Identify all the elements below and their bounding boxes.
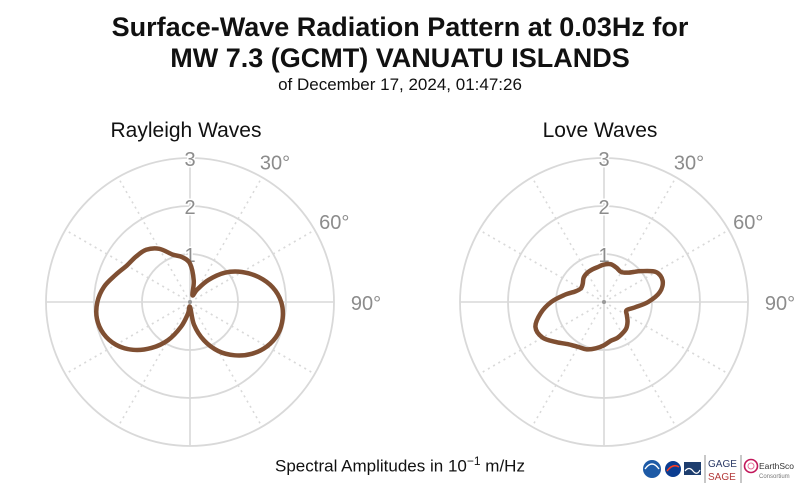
rayleigh-radiation-pattern-line (94, 246, 286, 358)
love-angular-gridline (603, 301, 730, 375)
rayleigh-angular-gridline (189, 176, 263, 303)
love-theta-tick-label: 90° (765, 293, 795, 315)
nsf-logo (643, 460, 661, 478)
love-center-dot (602, 300, 606, 304)
love-angular-gridline (603, 176, 677, 303)
love-radial-ring (459, 157, 749, 447)
rayleigh-angular-gridline (189, 301, 316, 375)
love-angular-gridline (531, 301, 605, 428)
love-panel-title: Love Waves (543, 119, 658, 142)
footer-suffix: m/Hz (485, 456, 525, 476)
earthscope-logo-text: EarthScope (759, 461, 794, 471)
footer-prefix: Spectral Amplitudes in (275, 456, 444, 476)
nasa-logo (665, 461, 681, 477)
love-theta-tick-label: 60° (733, 212, 763, 234)
love-angular-gridline (603, 229, 730, 303)
love-r-tick-label: 3 (598, 149, 609, 171)
usgs-logo (684, 462, 701, 475)
rayleigh-r-tick-label: 2 (184, 197, 195, 219)
rayleigh-radial-ring (45, 157, 335, 447)
chart-subtitle: of December 17, 2024, 01:47:26 (278, 75, 522, 94)
love-angular-gridline (603, 301, 677, 428)
earthscope-logo-subtext: Consortium (759, 474, 790, 480)
love-radiation-pattern-line (533, 261, 666, 352)
love-angular-gridline (531, 176, 605, 303)
love-r-tick-label: 2 (598, 197, 609, 219)
love-theta-tick-label: 30° (674, 153, 704, 175)
footer-base: 10 (447, 456, 467, 476)
rayleigh-angular-gridline (189, 301, 263, 428)
love-radial-ring (507, 205, 701, 399)
rayleigh-radial-ring (93, 205, 287, 399)
gage-sage-logo: GAGE SAGE (704, 455, 742, 483)
sage-logo-text: SAGE (708, 472, 736, 483)
rayleigh-angular-gridline (117, 301, 191, 428)
rayleigh-r-tick-label: 3 (184, 149, 195, 171)
rayleigh-radial-ring (141, 253, 239, 351)
rayleigh-center-dot (188, 300, 192, 304)
chart-title-line-1: Surface-Wave Radiation Pattern at 0.03Hz… (111, 12, 689, 42)
love-angular-gridline (478, 229, 605, 303)
logo-strip: GAGE SAGE EarthScope Consortium (643, 455, 794, 483)
rayleigh-theta-tick-label: 90° (351, 293, 381, 315)
rayleigh-angular-gridline (189, 229, 316, 303)
earthscope-logo: EarthScope Consortium (743, 458, 794, 480)
gage-logo-text: GAGE (708, 459, 737, 470)
rayleigh-theta-tick-label: 30° (260, 153, 290, 175)
rayleigh-angular-gridline (64, 301, 191, 375)
footer-units: Spectral Amplitudes in 10−1 m/Hz (0, 454, 800, 477)
footer-exponent: −1 (466, 454, 481, 468)
rayleigh-angular-gridline (117, 176, 191, 303)
rayleigh-theta-tick-label: 60° (319, 212, 349, 234)
rayleigh-panel-title: Rayleigh Waves (111, 119, 262, 142)
chart-title-line-2: MW 7.3 (GCMT) VANUATU ISLANDS (170, 43, 630, 73)
